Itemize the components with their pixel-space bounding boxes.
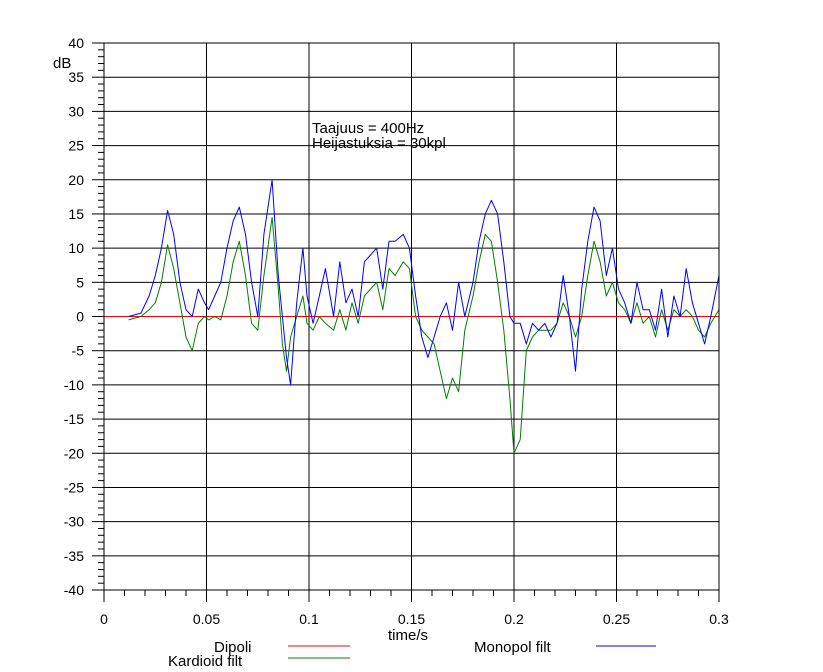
y-tick-label: 5 — [76, 274, 84, 290]
y-tick-label: -40 — [64, 582, 84, 598]
y-tick-label: 20 — [68, 172, 84, 188]
legend: Dipoli Kardioid filt Monopol filt — [168, 639, 656, 670]
y-tick-label: -30 — [64, 514, 84, 530]
x-axis-label: time/s — [388, 627, 428, 644]
minor-ticks — [92, 42, 720, 602]
y-tick-label: -20 — [64, 445, 84, 461]
y-tick-label: -15 — [64, 411, 84, 427]
annotation-reflections: Heijastuksia = 30kpl — [312, 135, 446, 152]
x-tick-label: 0.1 — [299, 611, 319, 627]
legend-label-monopol: Monopol filt — [474, 639, 552, 656]
y-tick-labels: 40 35 30 25 20 15 10 5 0 -5 -10 -15 -20 -25 -30 -35 -40 — [64, 35, 84, 598]
legend-label-dipoli: Dipoli — [214, 639, 252, 656]
y-tick-label: 0 — [76, 309, 84, 325]
legend-label-kardioid: Kardioid filt — [168, 653, 243, 670]
y-tick-label: -35 — [64, 548, 84, 564]
x-tick-label: 0.25 — [603, 611, 630, 627]
y-tick-label: 25 — [68, 138, 84, 154]
x-tick-label: 0.2 — [504, 611, 524, 627]
series-line-monopol — [128, 179, 720, 386]
x-tick-label: 0.05 — [193, 611, 220, 627]
series-lines — [104, 179, 720, 454]
annotation-frequency: Taajuus = 400Hz — [312, 120, 424, 137]
y-tick-label: -25 — [64, 479, 84, 495]
y-tick-label: -5 — [72, 343, 85, 359]
y-tick-label: 35 — [68, 69, 84, 85]
series-line-kardioid — [128, 216, 720, 454]
y-axis-unit: dB — [53, 55, 71, 72]
y-tick-label: 30 — [68, 103, 84, 119]
y-tick-label: -10 — [64, 377, 84, 393]
y-tick-label: 40 — [68, 35, 84, 51]
plot-frame — [103, 42, 720, 591]
x-tick-labels: 0 0.05 0.1 0.15 0.2 0.25 0.3 — [100, 611, 729, 627]
y-tick-label: 10 — [68, 240, 84, 256]
x-tick-label: 0 — [100, 611, 108, 627]
x-tick-label: 0.3 — [709, 611, 729, 627]
x-tick-label: 0.15 — [398, 611, 425, 627]
y-tick-label: 15 — [68, 206, 84, 222]
